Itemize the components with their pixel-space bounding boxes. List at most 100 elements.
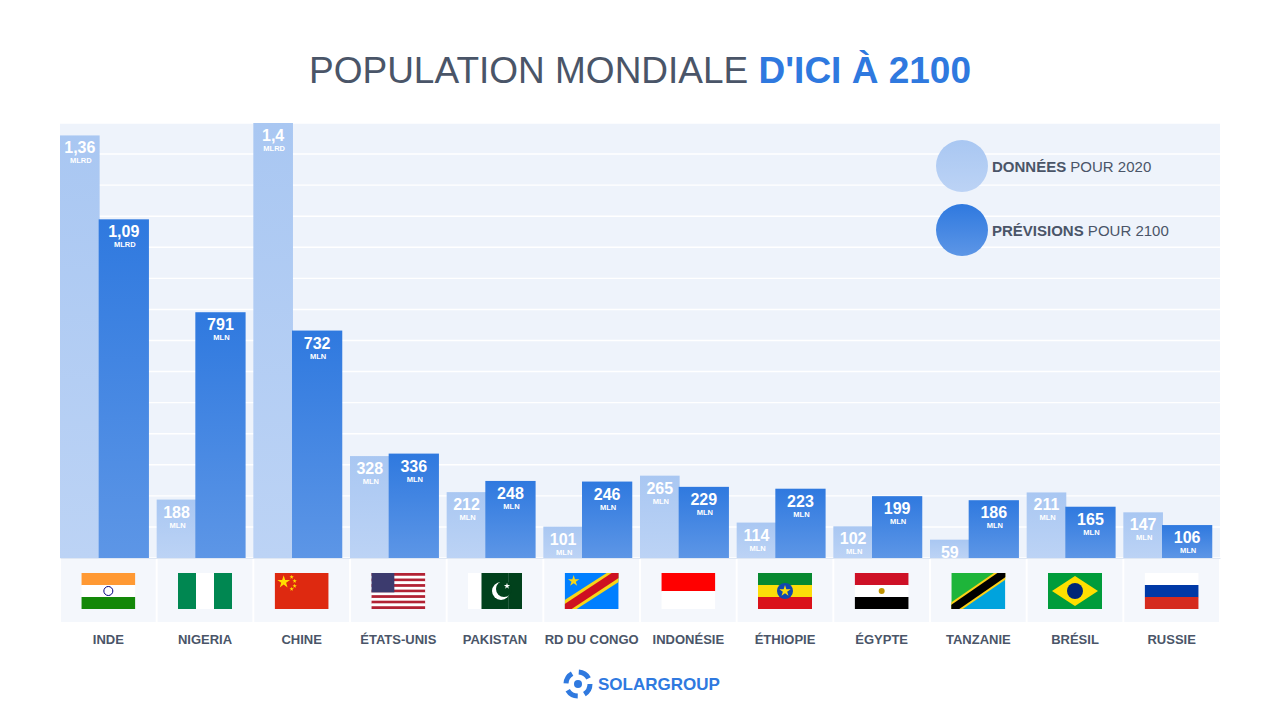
flag-star xyxy=(504,583,510,589)
flag-part xyxy=(371,598,425,601)
flag-cell xyxy=(544,559,639,622)
flag-part xyxy=(661,573,715,591)
x-tick-label: ÉTATS-UNIS xyxy=(360,632,436,647)
flag-part xyxy=(855,585,909,597)
flag-part xyxy=(81,597,135,609)
flag-part xyxy=(1048,573,1102,609)
data-label: 186 MLN xyxy=(980,504,1007,530)
data-label: 732 MLN xyxy=(304,335,331,361)
bar xyxy=(99,219,149,558)
grid-line xyxy=(60,216,1220,217)
flag xyxy=(951,573,1005,609)
flag xyxy=(758,573,812,609)
legend-label: PRÉVISIONS POUR 2100 xyxy=(992,222,1169,239)
flag-part xyxy=(371,592,425,595)
bar xyxy=(969,500,1019,558)
flag-cell xyxy=(641,559,736,622)
flag-star xyxy=(289,575,293,579)
chart-svg: POPULATION MONDIALE D'ICI À 2100 1,36 MLR… xyxy=(0,0,1280,720)
x-axis-line xyxy=(61,558,1221,559)
flag xyxy=(661,573,715,609)
data-label: 336 MLN xyxy=(400,458,427,484)
x-tick: RUSSIE xyxy=(1147,632,1196,647)
data-label: 1,09 MLRD xyxy=(108,223,139,249)
x-tick: ÉTATS-UNIS xyxy=(360,632,436,647)
flag-part xyxy=(371,606,425,609)
data-label: 188 MLN xyxy=(163,504,190,530)
x-tick: RD DU CONGO xyxy=(545,632,639,647)
x-tick: INDE xyxy=(93,632,124,647)
flag-part xyxy=(1145,585,1199,597)
grid-line xyxy=(60,153,1220,154)
data-label: 1,36 MLRD xyxy=(64,139,95,165)
flag-part xyxy=(855,597,909,609)
flag-cell xyxy=(738,559,833,622)
x-tick-label: PAKISTAN xyxy=(463,632,528,647)
bar xyxy=(543,527,583,558)
x-tick: INDONÉSIE xyxy=(653,632,725,647)
data-label: 165 MLN xyxy=(1077,511,1104,537)
flag-part xyxy=(81,585,135,597)
grid-line xyxy=(60,247,1220,248)
bar xyxy=(485,481,535,558)
x-tick-label: NIGERIA xyxy=(178,632,233,647)
bar xyxy=(157,500,197,558)
legend-label: DONNÉES POUR 2020 xyxy=(992,158,1151,175)
flag-cell xyxy=(351,559,446,622)
flag-part xyxy=(371,573,394,592)
flag-cell xyxy=(931,559,1026,622)
x-tick-label: INDONÉSIE xyxy=(653,632,725,647)
bars xyxy=(60,123,1212,558)
chart-title: POPULATION MONDIALE D'ICI À 2100 xyxy=(309,50,971,91)
data-label: 1,4 MLRD xyxy=(261,127,285,153)
data-label: 106 MLN xyxy=(1174,529,1201,555)
grid xyxy=(60,123,1220,558)
grid-line xyxy=(60,184,1220,185)
data-label: 791 MLN xyxy=(207,316,234,342)
flag-cell xyxy=(158,559,253,622)
flag-part xyxy=(178,573,196,609)
bar xyxy=(872,496,922,558)
flag-part xyxy=(565,573,619,609)
flag-part xyxy=(1145,597,1199,609)
flag-cell xyxy=(448,559,543,622)
bar xyxy=(350,456,390,558)
flag-part xyxy=(951,573,1005,609)
flag xyxy=(1145,573,1199,609)
flag-cell xyxy=(61,559,156,622)
flag-part xyxy=(855,573,909,585)
bar xyxy=(582,482,632,558)
bar xyxy=(253,123,293,558)
flag-star xyxy=(277,575,290,587)
chart-root: POPULATION MONDIALE D'ICI À 2100 1,36 MLR… xyxy=(0,0,1280,720)
x-tick-label: RD DU CONGO xyxy=(545,632,639,647)
data-label: 246 MLN xyxy=(594,486,621,512)
flag-cell xyxy=(1124,559,1219,622)
x-tick-label: RUSSIE xyxy=(1147,632,1196,647)
x-tick-label: CHINE xyxy=(281,632,322,647)
flag-part xyxy=(1145,573,1199,585)
data-label: 114 MLN xyxy=(744,527,770,553)
flag-star xyxy=(292,579,296,583)
x-tick-label: ÉGYPTE xyxy=(855,632,908,647)
bar xyxy=(1162,525,1212,558)
data-label: 229 MLN xyxy=(690,491,717,517)
data-label: 212 MLN xyxy=(453,496,480,522)
flag-part xyxy=(1052,576,1098,606)
data-label: 147 MLN xyxy=(1130,516,1157,542)
x-tick: BRÉSIL xyxy=(1051,632,1099,647)
data-label: 328 MLN xyxy=(356,460,383,486)
data-label: 199 MLN xyxy=(884,500,911,526)
bar xyxy=(447,492,487,558)
x-tick-label: BRÉSIL xyxy=(1051,632,1099,647)
x-tick-label: TANZANIE xyxy=(946,632,1011,647)
bar xyxy=(640,476,680,558)
flag-star xyxy=(779,585,790,596)
flag-part xyxy=(951,573,1005,609)
bar xyxy=(1065,507,1115,558)
data-label: 265 MLN xyxy=(646,480,673,506)
data-label: 102 MLN xyxy=(840,530,867,556)
grid-line xyxy=(60,309,1220,310)
data-label: 248 MLN xyxy=(497,485,524,511)
flag xyxy=(275,573,329,609)
